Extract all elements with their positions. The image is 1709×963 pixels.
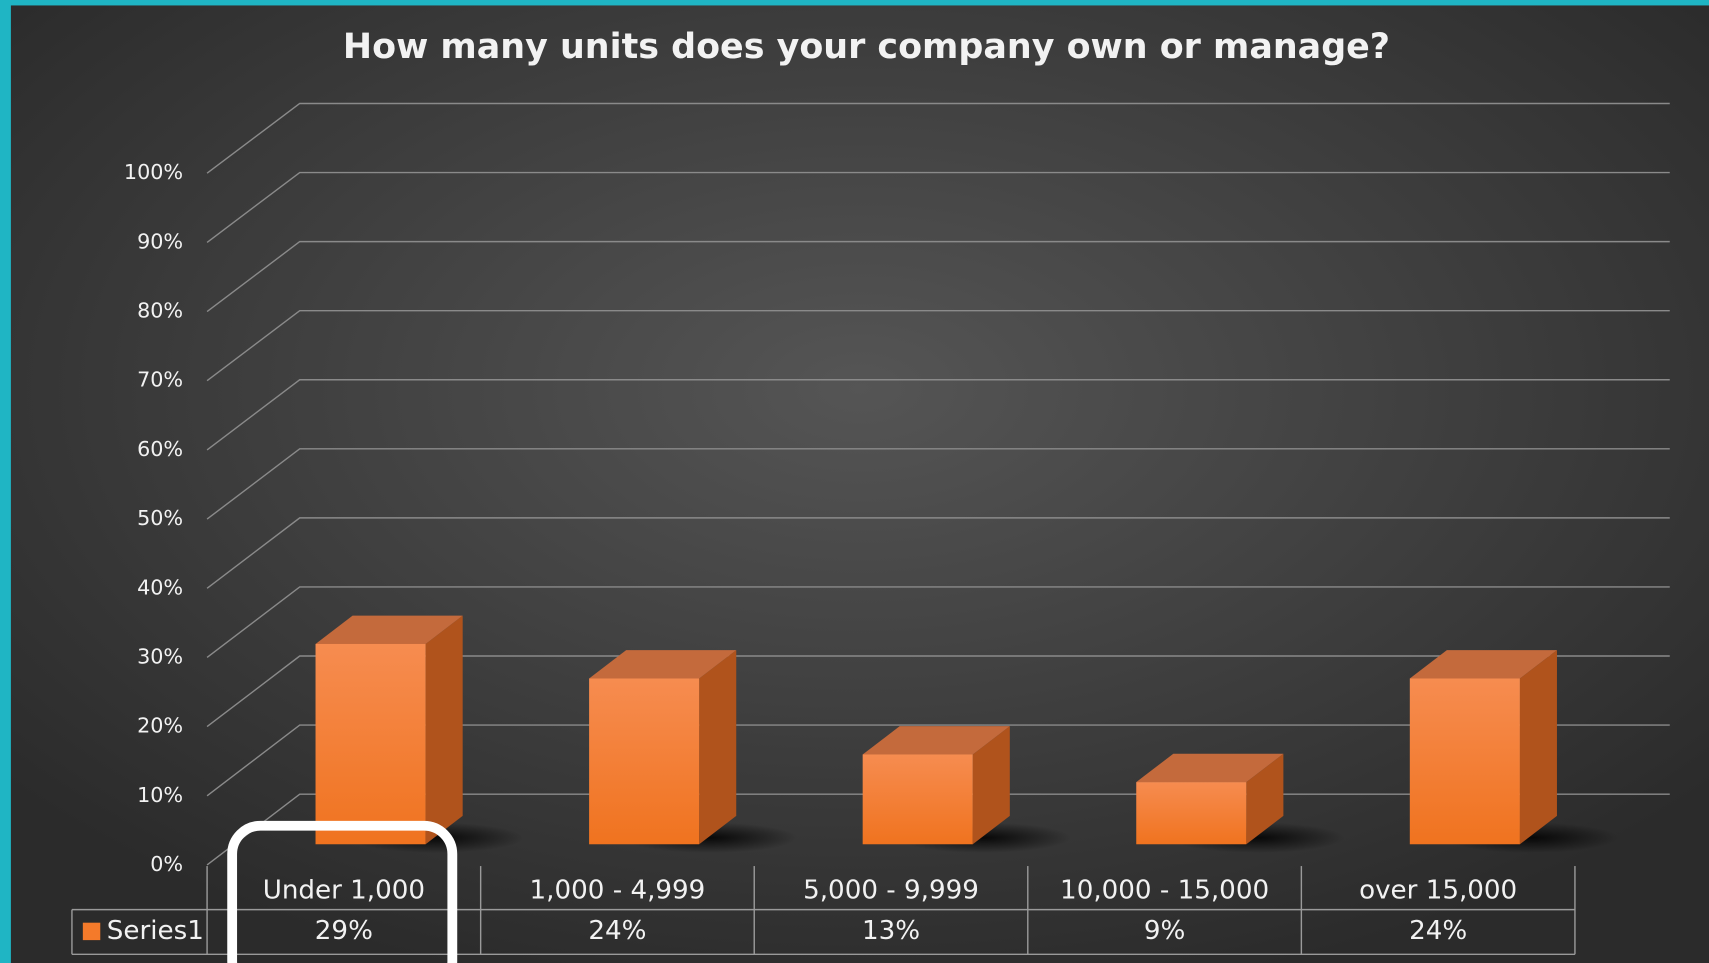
highlight-box [227,820,458,963]
grid-line [206,240,1670,313]
bar-top [589,650,737,679]
legend-label: Series1 [107,916,204,946]
bar-side [972,726,1010,845]
grid-line [206,171,1670,243]
y-tick-label: 50% [137,506,183,530]
bar-top [1409,650,1557,679]
x-tick-label: Under 1,000 [263,876,425,906]
y-tick-label: 80% [137,299,183,323]
bar [1136,782,1247,845]
grid-line [206,309,1670,382]
bar-top [315,615,463,644]
grid-line [206,655,1670,728]
grid-line [206,586,1670,658]
bar-top [862,726,1010,755]
legend-swatch [82,922,101,941]
value-label: 9% [1144,916,1185,946]
value-label: 13% [862,916,920,946]
grid-line [206,448,1670,520]
y-tick-label: 20% [137,714,183,738]
y-tick-label: 10% [137,783,183,807]
y-tick-label: 60% [137,437,183,461]
y-tick-label: 30% [137,644,183,668]
x-tick-label: over 15,000 [1359,876,1517,906]
bar [862,754,973,845]
grid-line [206,724,1670,797]
value-label: 24% [1409,916,1467,946]
bars [315,615,1618,853]
y-tick-label: 90% [137,229,183,253]
grid-line [206,379,1670,451]
y-tick-label: 0% [150,852,183,876]
y-tick-label: 100% [124,160,183,184]
data-table: Under 1,000 1,000 - 4,999 5,000 - 9,999 10,… [71,866,1576,955]
y-tick-label: 40% [137,575,183,599]
bar-side [425,615,463,845]
bar [315,643,426,845]
x-tick-label: 10,000 - 15,000 [1060,876,1269,906]
bar [589,678,700,845]
chart-title: How many units does your company own or … [343,27,1390,67]
x-tick-label: 5,000 - 9,999 [803,876,979,906]
bar-side [1519,650,1557,845]
grid-line [206,102,1670,174]
x-tick-label: 1,000 - 4,999 [530,876,706,906]
grid-line [206,517,1670,589]
bar-side [1246,753,1284,845]
bar-side [699,650,737,845]
bar-top [1136,753,1284,783]
grid: 0% 10% 20% 30% 40% 50% 60% 70% 80% 90% 100% [124,102,1670,876]
y-tick-label: 70% [137,368,183,392]
value-label: 24% [588,916,646,946]
bar [1409,678,1520,845]
value-label: 29% [315,916,373,946]
